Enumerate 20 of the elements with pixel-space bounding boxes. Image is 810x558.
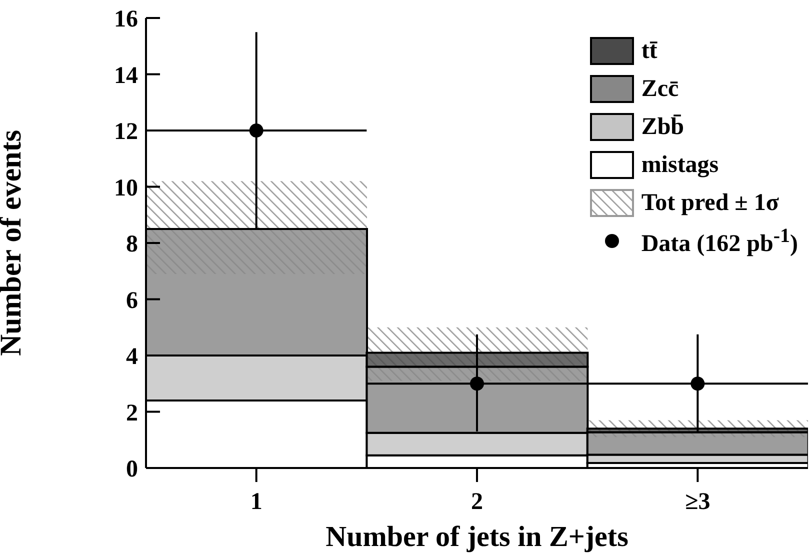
y-tick-label: 2 [126, 400, 138, 426]
y-tick-label: 4 [126, 344, 138, 370]
x-tick-label: ≥3 [685, 489, 710, 516]
legend-label: Zcc̄ [641, 76, 679, 102]
legend-label: Tot pred ± 1σ [641, 190, 779, 216]
legend-label: tt̄ [641, 38, 658, 64]
legend-label: mistags [641, 152, 719, 178]
y-tick-label: 6 [126, 288, 138, 314]
y-tick-label: 10 [114, 175, 138, 202]
x-tick-label: 1 [250, 489, 262, 516]
x-axis-title: Number of jets in Z+jets [326, 521, 628, 553]
y-tick-label: 14 [114, 62, 138, 89]
y-tick-label: 16 [114, 6, 138, 33]
y-tick-label: 12 [114, 119, 138, 146]
y-tick-label: 0 [126, 456, 138, 483]
legend-label: Data (162 pb$^{-1}$) [641, 224, 798, 258]
y-axis-title: Number of events [0, 130, 28, 356]
legend-label: Zbb̄ [641, 114, 684, 140]
y-tick-label: 8 [126, 232, 138, 258]
x-tick-label: 2 [471, 489, 483, 516]
